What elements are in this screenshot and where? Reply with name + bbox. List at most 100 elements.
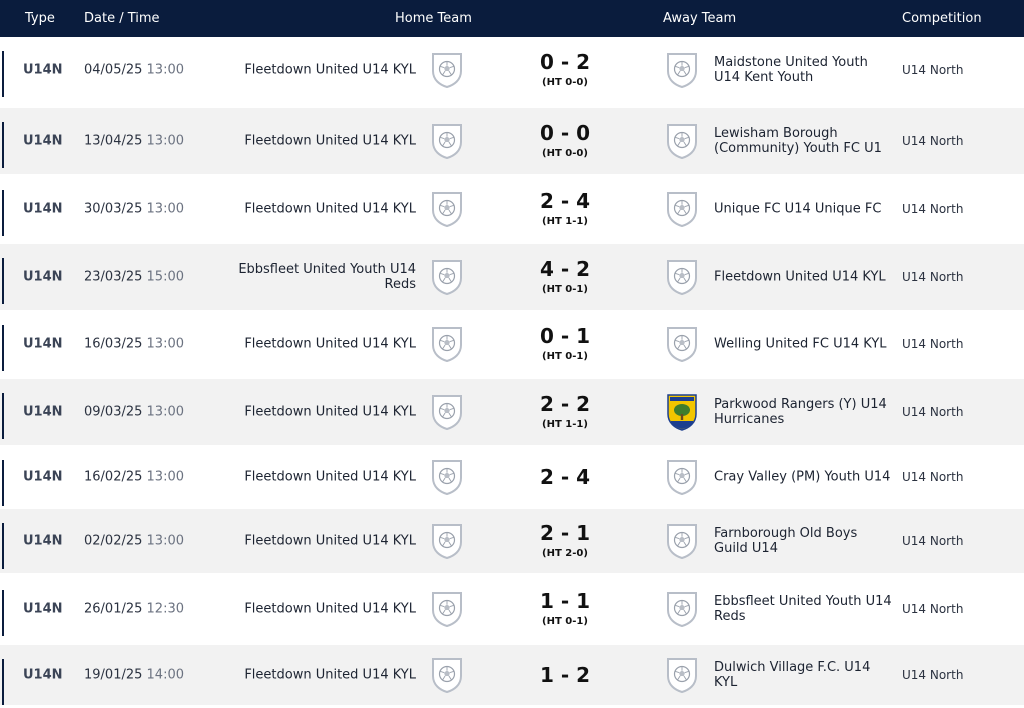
fixture-date-time: 02/02/25 13:00 [84,534,184,549]
home-team-name[interactable]: Fleetdown United U14 KYL [244,201,416,217]
row-accent-bar [2,393,4,439]
away-team-name[interactable]: Parkwood Rangers (Y) U14 Hurricanes [714,397,887,427]
away-team-name[interactable]: Fleetdown United U14 KYL [714,269,886,285]
home-team-name[interactable]: Fleetdown United U14 KYL [244,336,416,352]
half-time-score: (HT 0-0) [542,148,588,159]
table-row[interactable]: U14N 16/03/25 13:00 Fleetdown United U14 K… [0,311,1024,377]
fixture-time: 13:00 [146,404,184,420]
away-crest-icon [665,590,699,628]
fixture-date-time: 16/03/25 13:00 [84,337,184,352]
away-team-name[interactable]: Welling United FC U14 KYL [714,336,887,352]
header-away-team: Away Team [663,11,737,26]
fixture-score[interactable]: 0 - 2 (HT 0-0) [520,50,610,90]
away-team-name[interactable]: Lewisham Borough (Community) Youth FC U1 [714,126,882,156]
home-team-name[interactable]: Fleetdown United U14 KYL [244,62,416,78]
fixture-time: 13:00 [146,336,184,352]
home-team-name[interactable]: Fleetdown United U14 KYL [244,601,416,617]
fixture-date-time: 26/01/25 12:30 [84,602,184,617]
fixture-score[interactable]: 2 - 4 [520,465,610,489]
half-time-score: (HT 0-1) [542,351,588,362]
away-team-name[interactable]: Unique FC U14 Unique FC [714,201,882,217]
half-time-score: (HT 0-1) [542,616,588,627]
fixture-date: 19/01/25 [84,667,143,683]
home-team-name[interactable]: Fleetdown United U14 KYL [244,469,416,485]
competition-name: U14 North [902,134,964,148]
fixture-score[interactable]: 1 - 1 (HT 0-1) [520,589,610,629]
row-accent-bar [2,523,4,569]
away-team-name[interactable]: Ebbsfleet United Youth U14 Reds [714,594,892,624]
fixture-type: U14N [23,336,63,352]
home-crest-icon [430,458,464,496]
table-row[interactable]: U14N 02/02/25 13:00 Fleetdown United U14 K… [0,509,1024,573]
fixture-score[interactable]: 1 - 2 [520,663,610,687]
row-accent-bar [2,258,4,304]
table-row[interactable]: U14N 09/03/25 13:00 Fleetdown United U14 K… [0,379,1024,445]
away-team-name[interactable]: Dulwich Village F.C. U14 KYL [714,660,871,690]
home-crest-icon [430,258,464,296]
fixture-time: 13:00 [146,133,184,149]
table-row[interactable]: U14N 26/01/25 12:30 Fleetdown United U14 K… [0,576,1024,642]
away-crest-icon [665,258,699,296]
full-time-score: 1 - 1 [539,589,591,613]
fixture-date: 16/03/25 [84,336,143,352]
away-team-name[interactable]: Cray Valley (PM) Youth U14 [714,469,891,485]
table-row[interactable]: U14N 13/04/25 13:00 Fleetdown United U14 K… [0,108,1024,174]
away-crest-icon [665,190,699,228]
row-accent-bar [2,590,4,636]
parkwood-rangers-crest-icon [665,393,699,431]
half-time-score: (HT 1-1) [542,419,588,430]
fixture-date-time: 30/03/25 13:00 [84,202,184,217]
fixture-date: 23/03/25 [84,269,143,285]
fixture-time: 14:00 [146,667,184,683]
home-crest-icon [430,325,464,363]
table-row[interactable]: U14N 16/02/25 13:00 Fleetdown United U14 K… [0,446,1024,508]
fixture-type: U14N [23,201,63,217]
home-team-name[interactable]: Fleetdown United U14 KYL [244,533,416,549]
home-team-name[interactable]: Fleetdown United U14 KYL [244,404,416,420]
away-crest-icon [665,656,699,694]
table-row[interactable]: U14N 23/03/25 15:00 Ebbsfleet United Youth… [0,244,1024,310]
fixture-score[interactable]: 0 - 0 (HT 0-0) [520,121,610,161]
half-time-score: (HT 1-1) [542,216,588,227]
row-accent-bar [2,122,4,168]
fixture-score[interactable]: 2 - 1 (HT 2-0) [520,521,610,561]
competition-name: U14 North [902,405,964,419]
fixture-type: U14N [23,404,63,420]
home-team-name[interactable]: Fleetdown United U14 KYL [244,667,416,683]
fixture-date-time: 04/05/25 13:00 [84,63,184,78]
row-accent-bar [2,659,4,705]
table-row[interactable]: U14N 04/05/25 13:00 Fleetdown United U14 K… [0,37,1024,103]
competition-name: U14 North [902,202,964,216]
away-crest-icon [665,122,699,160]
fixture-score[interactable]: 2 - 4 (HT 1-1) [520,189,610,229]
home-team-name[interactable]: Ebbsfleet United Youth U14 Reds [238,262,416,292]
fixture-date: 13/04/25 [84,133,143,149]
fixture-time: 13:00 [146,62,184,78]
full-time-score: 2 - 4 [539,465,591,489]
fixture-score[interactable]: 0 - 1 (HT 0-1) [520,324,610,364]
fixture-type: U14N [23,62,63,78]
full-time-score: 0 - 2 [539,50,591,74]
header-date-time: Date / Time [84,11,160,26]
full-time-score: 1 - 2 [539,663,591,687]
fixture-date-time: 19/01/25 14:00 [84,668,184,683]
away-team-name[interactable]: Farnborough Old Boys Guild U14 [714,526,858,556]
fixture-type: U14N [23,533,63,549]
fixture-date: 04/05/25 [84,62,143,78]
fixture-date-time: 23/03/25 15:00 [84,270,184,285]
fixture-date: 26/01/25 [84,601,143,617]
table-row[interactable]: U14N 19/01/25 14:00 Fleetdown United U14 K… [0,645,1024,705]
home-crest-icon [430,122,464,160]
home-team-name[interactable]: Fleetdown United U14 KYL [244,133,416,149]
full-time-score: 2 - 4 [539,189,591,213]
fixture-date: 02/02/25 [84,533,143,549]
table-row[interactable]: U14N 30/03/25 13:00 Fleetdown United U14 K… [0,176,1024,242]
fixtures-table-header: Type Date / Time Home Team Away Team Com… [0,0,1024,37]
half-time-score: (HT 0-0) [542,77,588,88]
fixture-date-time: 09/03/25 13:00 [84,405,184,420]
fixture-score[interactable]: 4 - 2 (HT 0-1) [520,257,610,297]
row-accent-bar [2,460,4,506]
competition-name: U14 North [902,270,964,284]
away-team-name[interactable]: Maidstone United Youth U14 Kent Youth [714,55,868,85]
fixture-score[interactable]: 2 - 2 (HT 1-1) [520,392,610,432]
